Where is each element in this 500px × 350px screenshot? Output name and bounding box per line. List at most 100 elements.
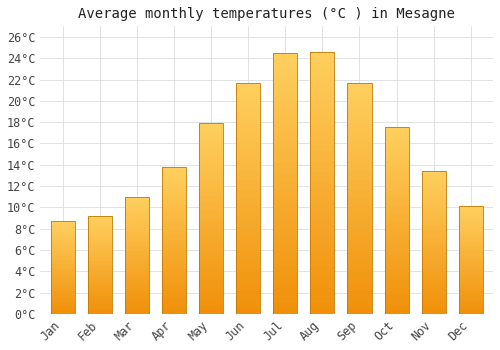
- Bar: [422, 234, 446, 237]
- Bar: [88, 259, 112, 261]
- Bar: [348, 272, 372, 277]
- Bar: [422, 288, 446, 291]
- Bar: [124, 248, 149, 251]
- Bar: [310, 125, 334, 131]
- Bar: [422, 305, 446, 308]
- Bar: [199, 142, 223, 146]
- Bar: [124, 246, 149, 248]
- Bar: [310, 309, 334, 314]
- Bar: [88, 216, 112, 218]
- Bar: [458, 209, 483, 211]
- Bar: [310, 188, 334, 193]
- Bar: [384, 247, 408, 251]
- Bar: [384, 251, 408, 254]
- Bar: [384, 269, 408, 273]
- Bar: [236, 134, 260, 138]
- Bar: [88, 226, 112, 228]
- Bar: [162, 184, 186, 188]
- Bar: [88, 265, 112, 267]
- Bar: [124, 234, 149, 237]
- Bar: [88, 312, 112, 314]
- Bar: [88, 292, 112, 294]
- Bar: [88, 285, 112, 286]
- Bar: [422, 243, 446, 245]
- Bar: [124, 288, 149, 290]
- Bar: [162, 176, 186, 178]
- Bar: [458, 258, 483, 260]
- Bar: [384, 165, 408, 168]
- Bar: [310, 288, 334, 293]
- Bar: [124, 260, 149, 262]
- Bar: [348, 226, 372, 231]
- Bar: [124, 290, 149, 293]
- Bar: [199, 295, 223, 299]
- Bar: [88, 310, 112, 312]
- Bar: [199, 158, 223, 161]
- Bar: [50, 262, 74, 264]
- Bar: [310, 177, 334, 183]
- Bar: [88, 298, 112, 300]
- Bar: [273, 230, 297, 236]
- Bar: [310, 78, 334, 83]
- Bar: [162, 285, 186, 287]
- Bar: [199, 161, 223, 165]
- Bar: [162, 208, 186, 211]
- Bar: [458, 294, 483, 297]
- Bar: [236, 295, 260, 300]
- Bar: [384, 217, 408, 221]
- Bar: [88, 281, 112, 282]
- Bar: [162, 299, 186, 302]
- Bar: [124, 206, 149, 209]
- Bar: [199, 299, 223, 302]
- Bar: [50, 303, 74, 304]
- Bar: [273, 199, 297, 204]
- Bar: [50, 249, 74, 251]
- Bar: [310, 115, 334, 120]
- Bar: [199, 199, 223, 203]
- Bar: [384, 232, 408, 236]
- Bar: [458, 312, 483, 314]
- Bar: [50, 295, 74, 297]
- Bar: [199, 180, 223, 184]
- Bar: [162, 311, 186, 314]
- Bar: [458, 239, 483, 241]
- Bar: [50, 227, 74, 229]
- Bar: [348, 304, 372, 309]
- Bar: [88, 290, 112, 292]
- Bar: [236, 124, 260, 129]
- Bar: [273, 100, 297, 105]
- Bar: [310, 251, 334, 256]
- Bar: [124, 209, 149, 211]
- Bar: [348, 143, 372, 147]
- Bar: [310, 219, 334, 225]
- Bar: [384, 127, 408, 131]
- Bar: [162, 196, 186, 199]
- Bar: [50, 234, 74, 236]
- Bar: [236, 309, 260, 314]
- Bar: [50, 236, 74, 238]
- Bar: [384, 213, 408, 217]
- Bar: [384, 187, 408, 191]
- Bar: [273, 210, 297, 215]
- Bar: [124, 295, 149, 298]
- Bar: [50, 273, 74, 275]
- Bar: [162, 302, 186, 305]
- Bar: [50, 241, 74, 244]
- Bar: [348, 281, 372, 286]
- Bar: [422, 217, 446, 220]
- Bar: [88, 230, 112, 232]
- Bar: [273, 63, 297, 69]
- Bar: [199, 207, 223, 211]
- Bar: [199, 188, 223, 192]
- Bar: [50, 257, 74, 258]
- Bar: [50, 292, 74, 294]
- Bar: [124, 197, 149, 314]
- Bar: [199, 150, 223, 154]
- Bar: [422, 208, 446, 211]
- Bar: [458, 277, 483, 279]
- Bar: [422, 200, 446, 203]
- Bar: [88, 249, 112, 251]
- Bar: [50, 275, 74, 277]
- Bar: [50, 223, 74, 225]
- Bar: [310, 198, 334, 204]
